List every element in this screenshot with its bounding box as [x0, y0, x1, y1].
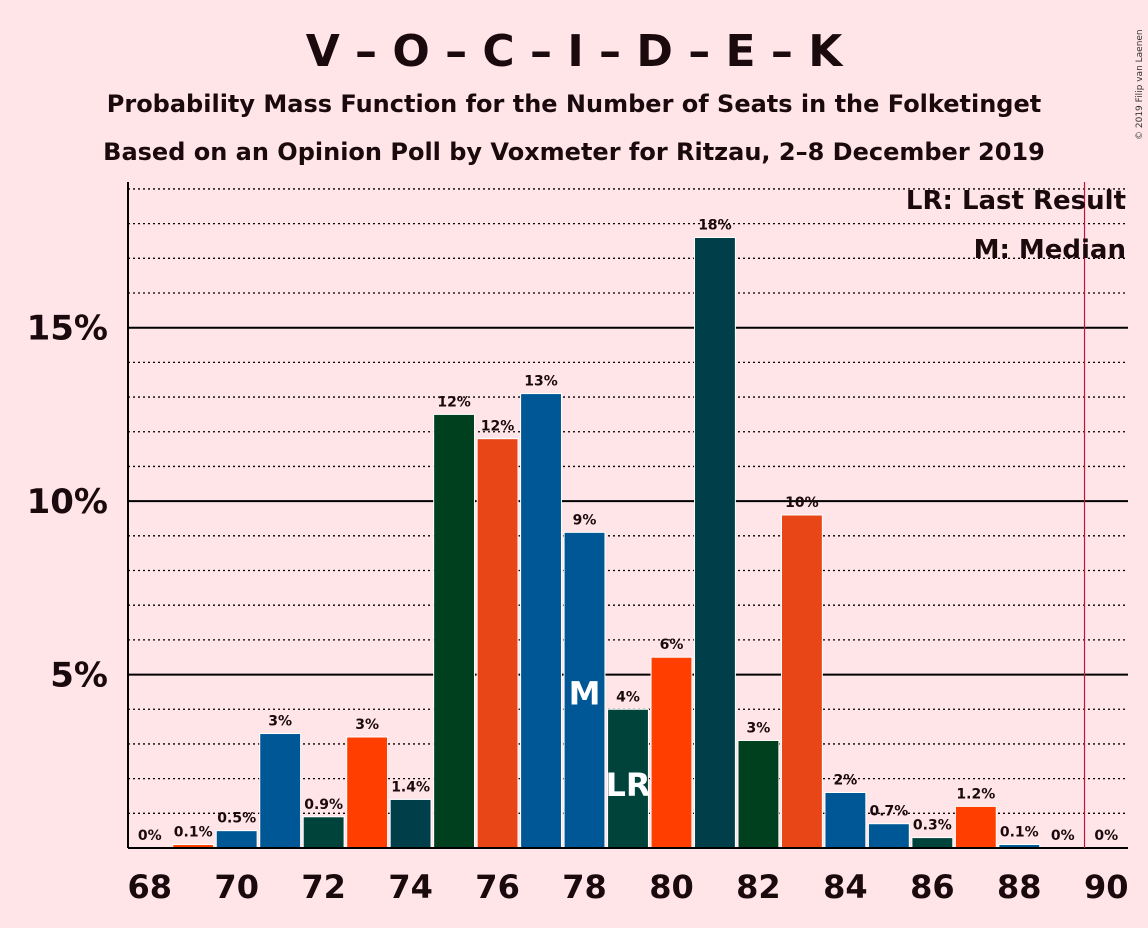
bar — [433, 413, 476, 849]
bar — [563, 531, 606, 849]
bar — [954, 805, 997, 849]
data-label: 0% — [138, 828, 162, 844]
x-tick-label: 70 — [214, 868, 259, 906]
bar — [911, 837, 954, 849]
data-label: 1.2% — [956, 786, 995, 802]
chart-title: V – O – C – I – D – E – K — [306, 26, 845, 77]
x-tick-label: 68 — [127, 868, 172, 906]
data-label: 0% — [1051, 828, 1075, 844]
copyright-text: © 2019 Filip van Laenen — [1135, 29, 1145, 140]
chart-subtitle-1: Probability Mass Function for the Number… — [107, 90, 1041, 118]
bar — [737, 739, 780, 849]
data-label: 1.4% — [391, 779, 430, 795]
data-label: 3% — [355, 717, 379, 733]
x-tick-label: 80 — [649, 868, 694, 906]
bar — [780, 514, 823, 849]
x-tick-label: 72 — [301, 868, 346, 906]
x-tick-label: 74 — [388, 868, 433, 906]
data-label: 3% — [747, 720, 771, 736]
chart-subtitle-2: Based on an Opinion Poll by Voxmeter for… — [103, 138, 1045, 166]
bar — [650, 656, 693, 849]
data-label: 0.1% — [1000, 825, 1039, 841]
x-tick-label: 84 — [823, 868, 868, 906]
data-label: 0.5% — [217, 811, 256, 827]
bar — [346, 736, 389, 849]
y-tick-label: 10% — [27, 482, 108, 522]
bar — [607, 708, 649, 849]
data-label: 6% — [660, 637, 684, 653]
bar — [389, 798, 432, 849]
bar — [215, 830, 258, 849]
legend-last-result: LR: Last Result — [906, 186, 1126, 216]
data-label: 9% — [573, 512, 597, 528]
y-tick-label: 5% — [50, 656, 108, 696]
data-label: 13% — [524, 374, 558, 390]
median-marker: M — [569, 674, 601, 712]
data-label: 3% — [268, 714, 292, 730]
bar — [824, 792, 867, 849]
x-tick-label: 76 — [475, 868, 520, 906]
last-result-marker: LR — [605, 766, 650, 804]
data-labels: 0% 0.1%0.5%3%0.9%3%1.4%12%12%13%9%4%6%18%… — [138, 218, 1118, 845]
x-tick-label: 78 — [562, 868, 607, 906]
x-tick-label: 90 — [1084, 868, 1129, 906]
data-label: 4% — [616, 689, 640, 705]
grid — [128, 188, 1128, 814]
bar — [302, 816, 345, 849]
data-label: 0.7% — [869, 804, 908, 820]
x-tick-label: 82 — [736, 868, 781, 906]
bar — [476, 438, 519, 849]
data-label: 2% — [834, 773, 858, 789]
legend-median: M: Median — [974, 235, 1126, 265]
x-tick-label: 88 — [997, 868, 1042, 906]
data-label: 12% — [481, 419, 515, 435]
data-label: 0% — [1094, 828, 1118, 844]
markers: M LR — [569, 674, 651, 804]
bar — [520, 393, 562, 849]
data-label: 0.9% — [304, 797, 343, 813]
bar — [694, 237, 736, 849]
data-label: 0.1% — [174, 825, 213, 841]
axes: 5% 10% 15% 68 70 72 74 76 78 80 82 84 86 88 90 — [27, 182, 1129, 906]
data-label: 0.3% — [913, 818, 952, 834]
x-tick-label: 86 — [910, 868, 955, 906]
data-label: 10% — [785, 495, 819, 511]
data-label: 12% — [437, 394, 471, 410]
data-label: 18% — [698, 218, 732, 234]
y-tick-label: 15% — [27, 309, 108, 349]
bars — [172, 237, 1041, 849]
bar — [867, 823, 910, 849]
bar — [259, 733, 302, 849]
